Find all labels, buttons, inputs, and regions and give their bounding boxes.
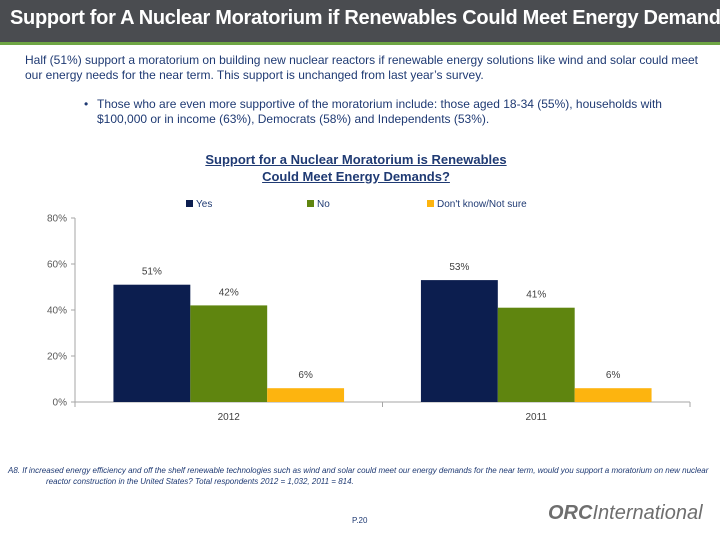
legend-swatch-yes bbox=[186, 199, 193, 207]
logo-orc: ORC bbox=[548, 502, 593, 524]
legend-label-dont-know: Don't know/Not sure bbox=[437, 199, 527, 210]
company-logo: ORCInternational bbox=[548, 502, 703, 525]
data-label: 51% bbox=[142, 267, 162, 278]
y-tick-label: 0% bbox=[53, 398, 68, 409]
data-label: 6% bbox=[606, 370, 621, 381]
data-label: 6% bbox=[298, 370, 313, 381]
footnote-line2: reactor construction in the United State… bbox=[46, 477, 354, 486]
bullet-item: • Those who are even more supportive of … bbox=[84, 97, 697, 127]
intro-text: Half (51%) support a moratorium on build… bbox=[25, 53, 699, 82]
bar-don-t-know-not-sure-2012 bbox=[267, 388, 345, 402]
chart-title-line1: Support for a Nuclear Moratorium is Rene… bbox=[205, 152, 507, 167]
bullet-text: Those who are even more supportive of th… bbox=[97, 97, 662, 126]
bar-no-2011 bbox=[497, 307, 575, 402]
data-label: 41% bbox=[526, 290, 546, 301]
page-number: P.20 bbox=[352, 516, 368, 525]
y-tick-label: 80% bbox=[47, 214, 67, 225]
legend-item-dont-know: Don't know/Not sure bbox=[427, 199, 527, 210]
bar-don-t-know-not-sure-2011 bbox=[574, 388, 652, 402]
header-accent-line bbox=[0, 42, 720, 45]
bar-yes-2011 bbox=[420, 280, 498, 402]
footnote-line1: A8. If increased energy efficiency and o… bbox=[8, 466, 709, 475]
footnote: A8. If increased energy efficiency and o… bbox=[8, 465, 713, 487]
chart-title: Support for a Nuclear Moratorium is Rene… bbox=[150, 151, 562, 185]
header-bar: Support for A Nuclear Moratorium if Rene… bbox=[0, 0, 720, 42]
legend-label-no: No bbox=[317, 199, 330, 210]
data-label: 53% bbox=[449, 262, 469, 273]
bar-no-2012 bbox=[190, 305, 268, 402]
data-label: 42% bbox=[219, 287, 239, 298]
y-tick-label: 40% bbox=[47, 306, 67, 317]
legend-item-yes: Yes bbox=[186, 199, 212, 210]
chart-title-line2: Could Meet Energy Demands? bbox=[262, 169, 450, 184]
bar-yes-2012 bbox=[113, 284, 191, 402]
x-category-label: 2011 bbox=[525, 412, 547, 423]
bullet-marker: • bbox=[84, 97, 89, 111]
logo-international: International bbox=[592, 502, 703, 524]
legend-swatch-no bbox=[307, 199, 314, 207]
x-category-label: 2012 bbox=[218, 412, 241, 423]
page-title: Support for A Nuclear Moratorium if Rene… bbox=[10, 7, 720, 29]
y-tick-label: 60% bbox=[47, 260, 67, 271]
legend-label-yes: Yes bbox=[196, 199, 213, 210]
legend-item-no: No bbox=[307, 199, 330, 210]
legend-swatch-dont-know bbox=[427, 199, 434, 207]
y-tick-label: 20% bbox=[47, 352, 67, 363]
